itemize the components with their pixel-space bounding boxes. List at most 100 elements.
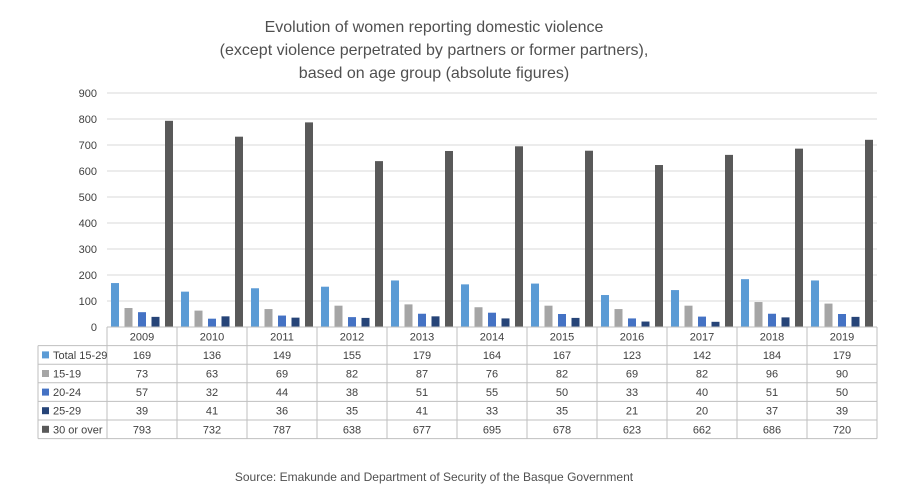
table-cell-value: 51 [416,387,428,399]
y-axis-ticks: 0 100 200 300 400 500 600 700 800 900 [79,88,97,334]
bar [824,303,833,327]
bar [585,150,593,327]
bar [181,291,189,327]
table-cell-value: 149 [273,350,291,362]
bar [501,318,510,327]
bar [571,317,580,327]
table-cell-value: 37 [766,406,778,418]
bar [851,316,860,327]
bar [194,310,203,327]
table-cell-value: 677 [413,424,431,436]
table-cell-value: 155 [343,350,361,362]
table-cell-value: 96 [766,369,778,381]
bar [251,288,259,327]
table-cell-value: 51 [766,387,778,399]
table-cell-value: 39 [836,406,848,418]
table-cell-value: 76 [486,369,498,381]
table-cell-value: 21 [626,406,638,418]
x-tick-label: 2019 [830,331,854,343]
y-tick-label: 200 [79,270,97,282]
table-cell-value: 50 [556,387,568,399]
table-cell-value: 32 [206,387,218,399]
source-note: Source: Emakunde and Department of Secur… [235,470,634,484]
legend-label: 20-24 [53,387,81,399]
bar [488,312,496,327]
legend-swatch [42,351,49,359]
y-tick-label: 400 [79,218,97,230]
chart-title: Evolution of women reporting domestic vi… [220,19,649,82]
table-cell-value: 35 [556,406,568,418]
bar [375,161,383,327]
table-cell-value: 638 [343,424,361,436]
bar [361,317,370,327]
table-cell-value: 57 [136,387,148,399]
bar [515,146,523,327]
y-tick-label: 0 [91,322,97,334]
bar [278,315,286,327]
x-tick-label: 2015 [550,331,574,343]
chart-title-line-3: based on age group (absolute figures) [299,65,569,82]
table-cell-value: 167 [553,350,571,362]
table-cell-value: 720 [833,424,851,436]
bar [151,316,160,327]
data-table: 2009 2010 2011 2012 2013 2014 2015 2016 2017 2018… [37,326,878,440]
bar [124,308,133,327]
x-tick-label: 2018 [760,331,784,343]
x-tick-label: 2013 [410,331,434,343]
table-cell-value: 787 [273,424,291,436]
bar [641,321,650,327]
x-tick-label: 2016 [620,331,644,343]
bar [698,316,706,327]
table-cell-value: 41 [416,406,428,418]
table-cell-value: 44 [276,387,288,399]
table-cell-value: 40 [696,387,708,399]
bar [558,314,566,327]
table-cell-value: 623 [623,424,641,436]
legend-label: 25-29 [53,406,81,418]
bars [111,120,873,327]
bar [305,122,313,327]
bar [235,136,243,327]
bar [865,139,873,327]
y-tick-label: 500 [79,192,97,204]
bar [601,295,609,327]
table-cell-value: 69 [626,369,638,381]
y-tick-label: 600 [79,166,97,178]
x-tick-label: 2014 [480,331,504,343]
x-tick-label: 2012 [340,331,364,343]
y-tick-label: 800 [79,114,97,126]
bar [208,318,216,327]
table-cell-value: 179 [833,350,851,362]
table-cell-value: 678 [553,424,571,436]
table-cell-value: 732 [203,424,221,436]
table-cell-value: 50 [836,387,848,399]
bar [768,313,776,327]
table-cell-value: 169 [133,350,151,362]
bar [111,283,119,327]
table-cell-value: 20 [696,406,708,418]
table-cell-value: 90 [836,369,848,381]
bar [655,165,663,327]
bar [754,302,763,327]
bar [614,309,623,327]
table-cell-value: 179 [413,350,431,362]
table-cell-value: 184 [763,350,781,362]
table-cell-value: 55 [486,387,498,399]
bar [431,316,440,327]
legend-label: Total 15-29 [53,350,107,362]
table-cell-value: 33 [626,387,638,399]
bar [391,280,399,327]
bar [671,290,679,327]
bar [628,318,636,327]
chart-title-line-1: Evolution of women reporting domestic vi… [265,19,604,36]
table-cell-value: 123 [623,350,641,362]
table-cell-value: 82 [346,369,358,381]
bar [321,286,329,327]
gridlines [107,92,877,302]
table-cell-value: 793 [133,424,151,436]
table-cell-value: 38 [346,387,358,399]
table-cell-value: 82 [696,369,708,381]
bar [684,305,693,327]
x-tick-label: 2009 [130,331,154,343]
